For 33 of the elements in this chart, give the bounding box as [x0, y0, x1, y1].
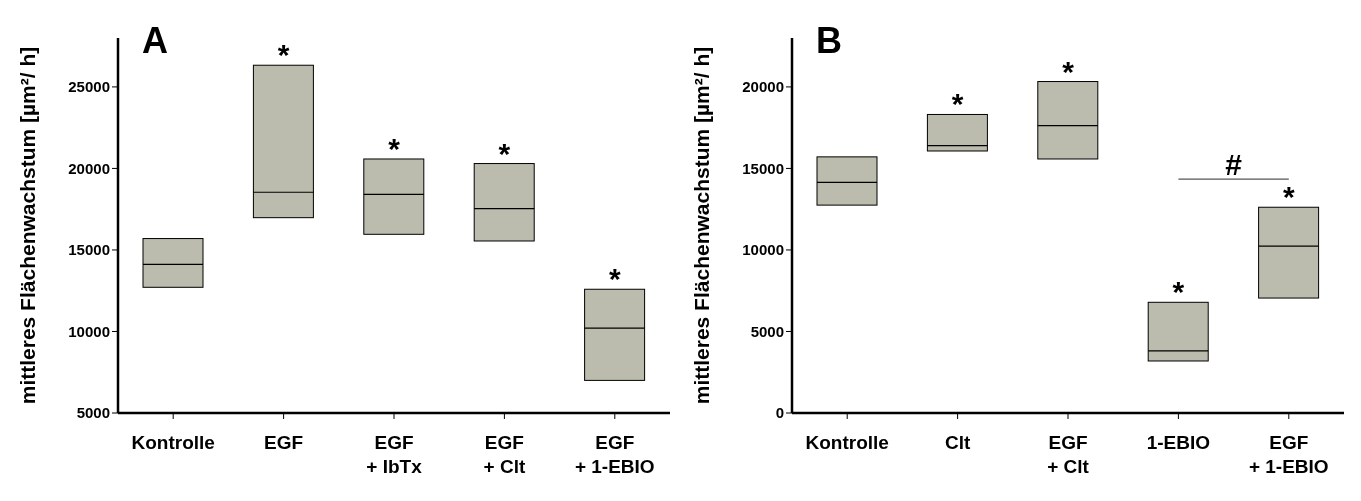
x-tick-label: Kontrolle — [805, 432, 889, 453]
y-axis-title: mittleres Flächenwachstum [µm²/ h] — [16, 46, 40, 405]
x-tick-label: EGF + 1-EBIO — [1248, 432, 1329, 477]
x-tick-label: EGF + Clt — [483, 432, 526, 477]
x-tick-label: EGF — [264, 432, 304, 453]
y-tick-label: 10000 — [742, 241, 784, 259]
annotation: * — [277, 38, 290, 72]
annotation: * — [1282, 180, 1295, 214]
y-tick-label: 15000 — [742, 159, 784, 177]
annotation: * — [608, 262, 621, 296]
y-tick-label: 20000 — [68, 159, 110, 177]
y-tick-label: 15000 — [68, 241, 110, 259]
annotation: * — [1062, 54, 1075, 88]
x-tick-label: EGF + IbTx — [366, 432, 423, 477]
x-tick-label: EGF + 1-EBIO — [574, 432, 655, 477]
y-tick-label: 0 — [775, 404, 784, 422]
annotation: # — [1225, 148, 1243, 182]
chart-title: B — [816, 20, 842, 62]
annotation: * — [388, 131, 401, 165]
x-tick-label: Kontrolle — [131, 432, 215, 453]
y-axis-title: mittleres Flächenwachstum [µm²/ h] — [690, 46, 714, 405]
x-tick-label: Clt — [944, 432, 971, 453]
y-tick-label: 10000 — [68, 322, 110, 340]
y-tick-label: 5000 — [750, 322, 784, 340]
x-tick-label: EGF + Clt — [1047, 432, 1090, 477]
annotation: * — [498, 136, 511, 170]
annotation: * — [951, 87, 964, 121]
y-tick-label: 20000 — [742, 78, 784, 96]
annotation: * — [1172, 275, 1185, 309]
y-tick-label: 5000 — [76, 404, 110, 422]
y-tick-label: 25000 — [68, 78, 110, 96]
chart-title: A — [142, 20, 168, 62]
x-tick-label: 1-EBIO — [1146, 432, 1211, 453]
